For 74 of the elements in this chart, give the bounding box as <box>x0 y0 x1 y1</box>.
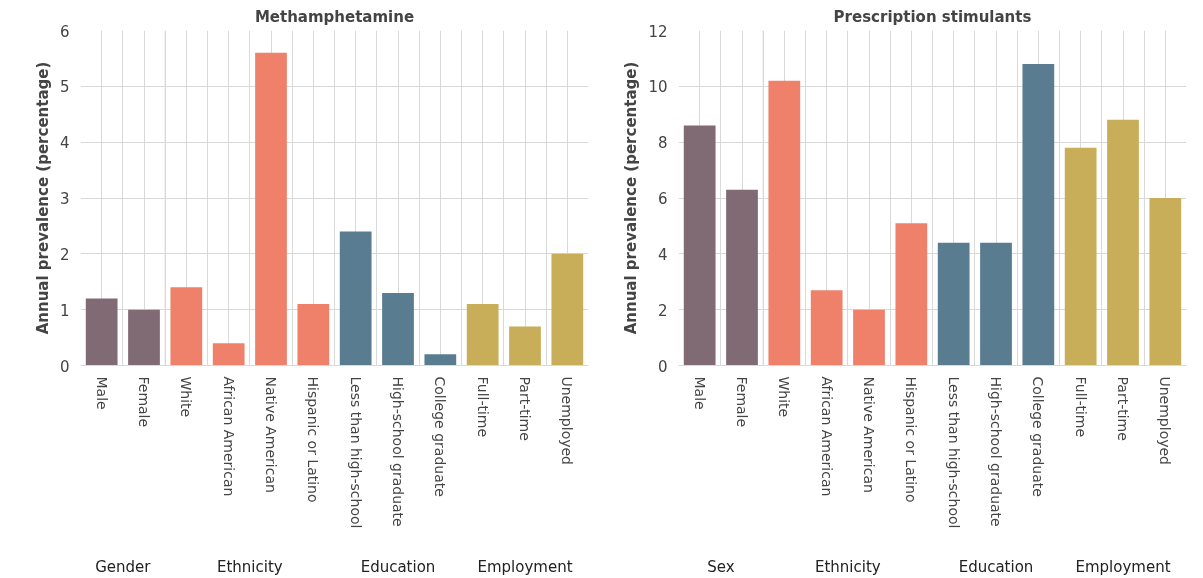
bar <box>895 223 928 366</box>
text: Education <box>360 557 436 576</box>
y-tick-label: 3 <box>59 190 70 208</box>
y-tick-label: 10 <box>648 78 668 97</box>
x-tick-label: Male <box>691 376 708 410</box>
bar <box>466 304 499 366</box>
y-tick-label: 2 <box>657 301 668 320</box>
bar <box>1149 198 1182 366</box>
bar <box>297 304 330 366</box>
x-tick-label: High-school graduate <box>390 376 406 527</box>
x-tick-label: Unemployed <box>1157 376 1174 465</box>
y-tick-label: 1 <box>59 301 70 320</box>
x-tick-label: College graduate <box>1030 376 1047 497</box>
text: Gender <box>95 557 152 576</box>
x-tick-label: White <box>776 376 793 418</box>
text: Sex <box>707 557 735 576</box>
bar <box>1022 64 1055 366</box>
y-tick-label: 12 <box>648 22 668 41</box>
chart-title: Methamphetamine <box>254 7 415 26</box>
x-tick-label: Male <box>93 376 110 410</box>
chart-title: Prescription stimulants <box>833 7 1032 26</box>
y-tick-label: 0 <box>657 357 668 376</box>
bar <box>980 242 1012 366</box>
y-tick-label: 4 <box>59 134 70 153</box>
x-tick-label: Unemployed <box>559 376 576 465</box>
x-tick-label: African American <box>220 376 237 497</box>
x-tick-label: Native American <box>263 376 279 493</box>
bar <box>255 52 287 366</box>
x-tick-label: Less than high-school <box>945 376 962 529</box>
bar <box>85 298 118 366</box>
y-tick-label: 2 <box>59 245 70 264</box>
x-tick-label: Full-time <box>1072 376 1089 438</box>
y-tick-label: 6 <box>59 22 70 41</box>
y-tick-label: 4 <box>657 245 668 264</box>
bar <box>551 253 584 366</box>
bar <box>1107 119 1139 366</box>
bar <box>683 125 716 366</box>
x-tick-label: Part-time <box>517 376 533 441</box>
x-tick-label: Less than high-school <box>347 376 364 529</box>
x-tick-label: Full-time <box>474 376 491 438</box>
y-axis-title: Annual prevalence (percentage) <box>33 61 52 335</box>
x-tick-label: White <box>178 376 195 418</box>
y-axis-title: Annual prevalence (percentage) <box>622 61 641 335</box>
y-tick-label: 6 <box>657 190 668 208</box>
bar <box>853 309 885 366</box>
text: Employment <box>477 557 573 576</box>
x-tick-label: High-school graduate <box>988 376 1004 527</box>
bar <box>937 242 970 366</box>
text: Employment <box>1075 557 1171 576</box>
x-tick-label: Part-time <box>1115 376 1131 441</box>
x-tick-label: Hispanic or Latino <box>305 376 322 503</box>
x-tick-label: Female <box>734 376 750 428</box>
bar <box>128 309 160 366</box>
bar <box>768 80 801 366</box>
x-tick-label: Native American <box>861 376 877 493</box>
bar <box>170 287 203 366</box>
x-tick-label: Hispanic or Latino <box>903 376 920 503</box>
text: Ethnicity <box>814 557 881 576</box>
bar <box>810 290 843 366</box>
y-tick-label: 8 <box>657 134 668 153</box>
y-tick-label: 0 <box>59 357 70 376</box>
bar <box>424 354 457 366</box>
bar <box>726 189 758 366</box>
bar <box>382 292 414 366</box>
text: Education <box>958 557 1034 576</box>
bar <box>509 326 541 366</box>
bar <box>1064 147 1097 366</box>
bar <box>212 343 245 366</box>
text: Ethnicity <box>216 557 283 576</box>
bar <box>339 231 372 366</box>
y-tick-label: 5 <box>59 78 70 97</box>
x-tick-label: Female <box>136 376 152 428</box>
x-tick-label: College graduate <box>432 376 449 497</box>
x-tick-label: African American <box>818 376 835 497</box>
